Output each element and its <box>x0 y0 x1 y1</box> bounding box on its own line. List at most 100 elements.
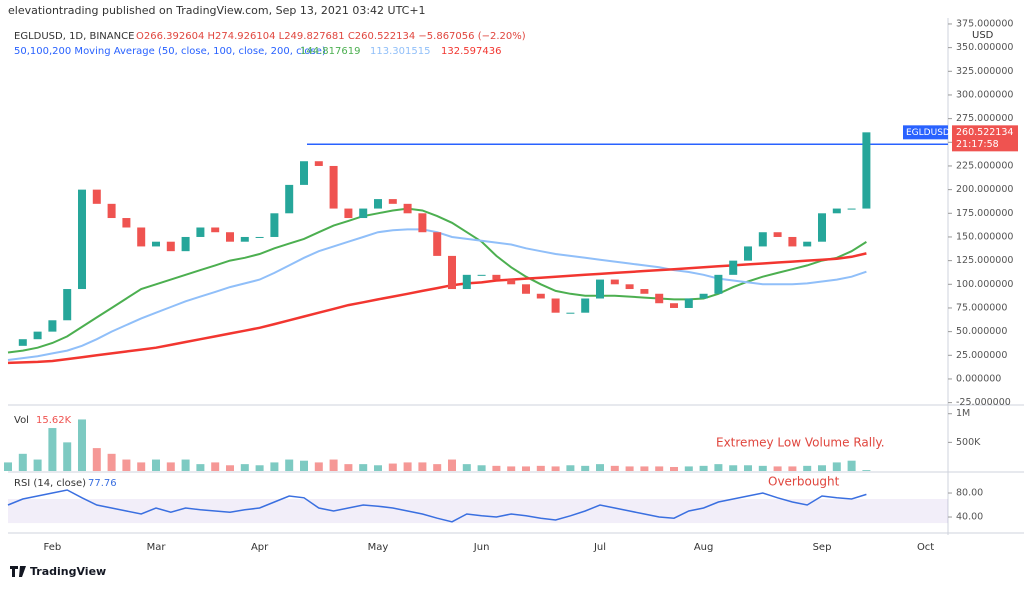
y-tick-label: 150.000000 <box>956 231 1013 242</box>
candle-body <box>714 274 723 294</box>
volume-bar <box>714 464 723 471</box>
volume-bar <box>300 460 308 471</box>
candle-body <box>448 255 456 290</box>
volume-bar <box>758 465 767 471</box>
candle-body <box>270 213 279 237</box>
volume-bar <box>329 459 338 471</box>
candle-body <box>477 274 486 276</box>
y-tick-label: -25.000000 <box>956 397 1011 408</box>
y-tick-label: 275.000000 <box>956 113 1013 124</box>
candle-body <box>137 227 146 247</box>
y-tick-label: 100.000000 <box>956 279 1013 290</box>
candle-body <box>581 298 590 313</box>
volume-bar <box>610 465 619 471</box>
volume-bar <box>211 462 220 471</box>
y-tick-label: 125.000000 <box>956 255 1013 266</box>
candle-body <box>803 241 812 247</box>
candle-body <box>818 213 826 242</box>
candle-body <box>403 203 412 214</box>
volume-bar <box>240 464 249 471</box>
volume-bar <box>433 464 442 471</box>
x-tick-label: Apr <box>251 542 269 553</box>
volume-bar <box>226 465 234 471</box>
volume-bar <box>18 453 27 471</box>
volume-bar <box>107 453 116 471</box>
volume-bar <box>581 465 590 471</box>
candle-body <box>196 227 205 237</box>
candle-body <box>300 161 308 185</box>
volume-bar <box>33 459 42 471</box>
candle-body <box>744 246 752 261</box>
y-tick-label: 75.000000 <box>956 302 1007 313</box>
volume-bar <box>137 462 146 471</box>
moving-average <box>7 207 867 354</box>
rsi-title: RSI (14, close) <box>14 478 86 489</box>
candle-body <box>33 331 42 340</box>
candle-body <box>78 189 86 290</box>
candle-body <box>166 241 175 252</box>
candle-body <box>122 218 131 228</box>
candle-body <box>92 189 101 204</box>
candle-body <box>107 203 116 219</box>
candle-body <box>255 236 264 238</box>
x-tick-label: May <box>368 542 389 553</box>
volume-bar <box>847 460 856 471</box>
volume-bar <box>492 465 501 471</box>
volume-bar <box>655 466 664 471</box>
candle-body <box>374 199 382 209</box>
candle-body <box>862 132 871 209</box>
y-tick-label: 375.000000 <box>956 18 1013 29</box>
y-tick-label: 300.000000 <box>956 89 1013 100</box>
volume-bar <box>462 464 471 471</box>
ma-legend-value: 144.817619 <box>300 46 360 57</box>
ohlc-line: O266.392604 H274.926104 L249.827681 C260… <box>136 31 526 42</box>
candle-body <box>684 298 693 308</box>
volume-bar <box>4 462 12 471</box>
candle-body <box>507 279 516 285</box>
volume-bar <box>181 459 190 471</box>
volume-bar <box>196 464 205 471</box>
x-tick-label: Sep <box>813 542 832 553</box>
candle-body <box>211 227 220 233</box>
y-tick-label: 200.000000 <box>956 184 1013 195</box>
y-tick-label: 500K <box>956 437 981 448</box>
symbol-tag-text: EGLDUSD <box>906 128 950 138</box>
rsi-last: 77.76 <box>88 478 117 489</box>
volume-bar <box>388 463 397 471</box>
candle-body <box>847 208 856 210</box>
volume-bar <box>344 464 353 471</box>
volume-bar <box>359 464 368 471</box>
y-tick-label: 0.000000 <box>956 373 1001 384</box>
volume-bar <box>403 462 412 471</box>
moving-average <box>7 252 867 365</box>
volume-bar <box>78 419 86 471</box>
countdown-text: 21:17:58 <box>956 139 999 150</box>
volume-bar <box>507 466 516 471</box>
y-tick-label: 1M <box>956 408 970 419</box>
price-tag-text: 260.522134 <box>956 127 1013 138</box>
byline: elevationtrading published on TradingVie… <box>8 4 426 17</box>
x-tick-label: Jul <box>593 542 606 553</box>
volume-bar <box>744 465 752 471</box>
volume-bar <box>625 466 634 471</box>
volume-bar <box>477 465 486 471</box>
candle-body <box>462 274 471 290</box>
candle-body <box>522 284 530 294</box>
candle-body <box>596 279 604 299</box>
volume-bar <box>862 470 871 471</box>
volume-bar <box>448 459 456 471</box>
candle-body <box>773 232 782 237</box>
y-tick-label: 80.00 <box>956 488 983 499</box>
volume-bar <box>803 465 812 471</box>
y-tick-label: 40.00 <box>956 512 983 523</box>
volume-bar <box>788 466 797 471</box>
volume-bar <box>314 462 323 471</box>
candle-body <box>788 236 797 247</box>
candle-body <box>433 232 442 256</box>
volume-bar <box>63 442 72 471</box>
ma-legend-value: 113.301515 <box>370 46 430 57</box>
candle-body <box>63 289 72 321</box>
volume-bar <box>773 466 782 471</box>
moving-average <box>7 228 867 361</box>
